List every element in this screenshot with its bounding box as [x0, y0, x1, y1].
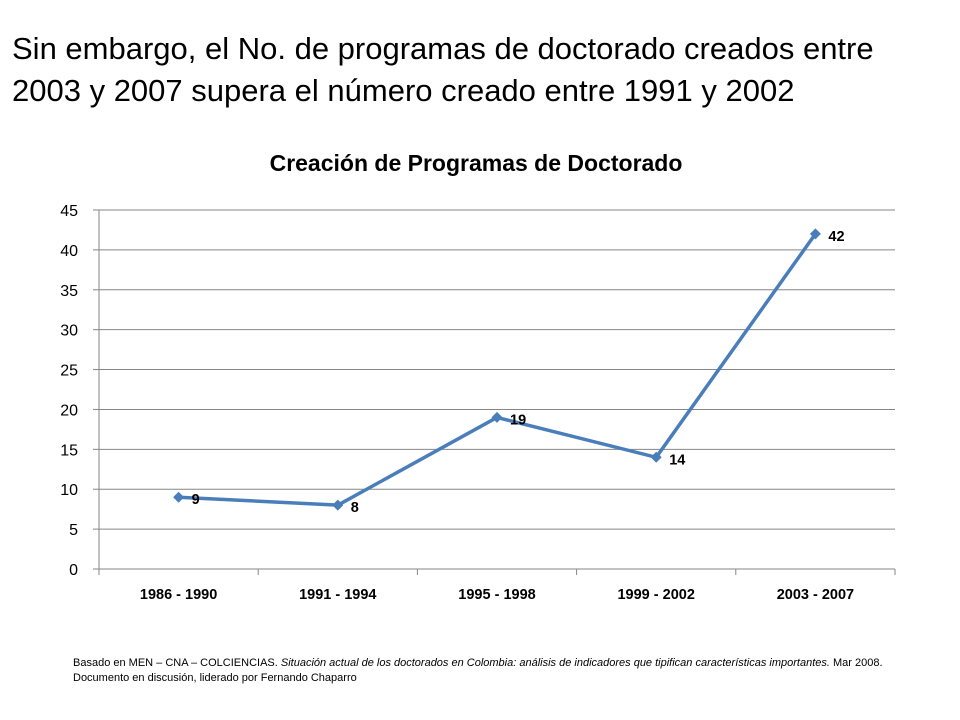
- y-tick-label: 30: [60, 323, 78, 340]
- line-chart: Creación de Programas de Doctorado 0 5 10 1…: [0, 135, 960, 635]
- data-point-marker: [650, 451, 662, 463]
- data-label: 19: [510, 412, 526, 428]
- slide-title-line-1: Sin embargo, el No. de programas de doct…: [12, 31, 874, 66]
- x-tick-label: 1986 - 1990: [140, 587, 217, 603]
- y-tick-label: 25: [60, 363, 78, 380]
- footnote-source: Basado en MEN – CNA – COLCIENCIAS.: [73, 657, 281, 669]
- y-tick-label: 45: [60, 203, 78, 220]
- footnote-details: Mar 2008. Documento en discusión, lidera…: [73, 657, 883, 684]
- y-tick-label: 35: [60, 283, 78, 300]
- data-labels: 9 8 19 14 42: [192, 229, 845, 516]
- chart-title: Creación de Programas de Doctorado: [270, 150, 683, 176]
- series-layer: [173, 228, 821, 511]
- x-tick-label: 1995 - 1998: [458, 587, 535, 603]
- y-tick-label: 20: [60, 402, 78, 419]
- y-tick-label: 5: [69, 522, 78, 539]
- y-axis-tick-labels: 0 5 10 15 20 25 30 35 40 45: [60, 203, 78, 579]
- data-point-marker: [173, 491, 185, 503]
- chart-canvas: Creación de Programas de Doctorado 0 5 10 1…: [60, 150, 896, 603]
- x-tick-label: 1991 - 1994: [299, 587, 376, 603]
- data-label: 42: [828, 229, 844, 245]
- data-label: 8: [351, 500, 359, 516]
- gridlines: [99, 209, 895, 530]
- source-footnote: Basado en MEN – CNA – COLCIENCIAS. Situa…: [73, 656, 893, 686]
- data-point-marker: [332, 499, 344, 511]
- data-label: 14: [669, 452, 685, 468]
- slide-title-line-2: 2003 y 2007 supera el número creado entr…: [12, 73, 795, 108]
- y-tick-label: 10: [60, 482, 78, 499]
- axes: [93, 209, 896, 575]
- data-point-marker: [491, 411, 503, 423]
- data-label: 9: [192, 492, 200, 508]
- y-tick-label: 0: [69, 562, 78, 579]
- y-tick-label: 40: [60, 243, 78, 260]
- x-axis-tick-labels: 1986 - 1990 1991 - 1994 1995 - 1998 1999 - …: [140, 587, 854, 603]
- x-tick-label: 1999 - 2002: [617, 587, 694, 603]
- footnote-document-title: Situación actual de los doctorados en Co…: [280, 657, 830, 669]
- slide-title: Sin embargo, el No. de programas de doct…: [12, 28, 942, 112]
- y-tick-label: 15: [60, 442, 78, 459]
- data-point-marker: [809, 228, 821, 240]
- x-tick-label: 2003 - 2007: [777, 587, 854, 603]
